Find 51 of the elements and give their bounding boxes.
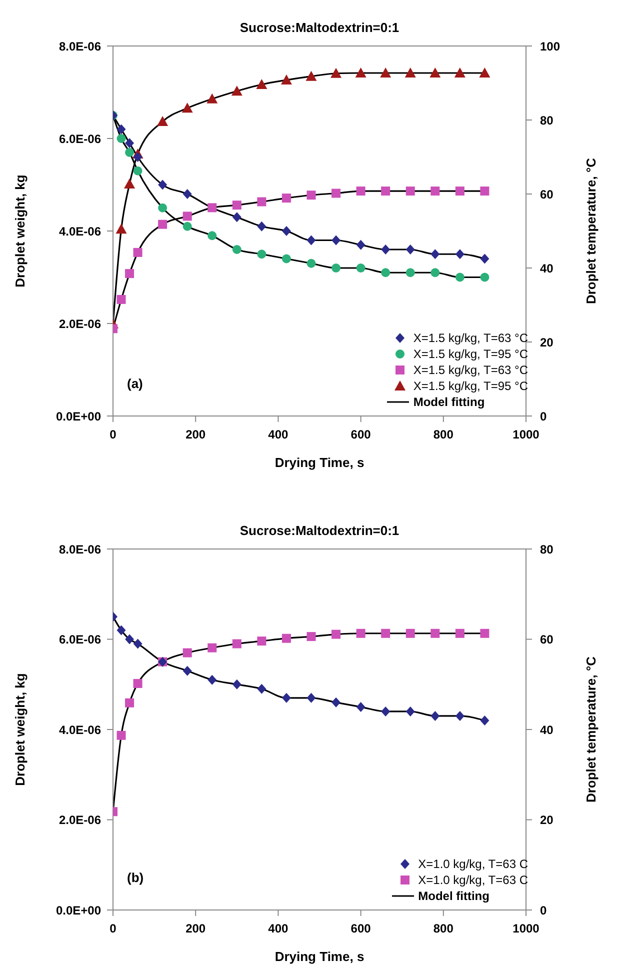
y2-tick-label: 60 xyxy=(540,632,554,647)
legend-label: Model fitting xyxy=(418,888,490,904)
y2-tick-label: 80 xyxy=(540,113,554,128)
y2-tick-label: 80 xyxy=(540,542,554,556)
y2-axis-title: Droplet temperature, °C xyxy=(584,157,599,304)
y-tick-label: 8.0E-06 xyxy=(58,39,102,54)
x-tick-label: 200 xyxy=(186,922,206,936)
y2-tick-label: 0 xyxy=(540,903,547,918)
y-tick-label: 4.0E-06 xyxy=(58,722,102,737)
y-tick-label: 4.0E-06 xyxy=(58,224,102,238)
y2-tick-label: 60 xyxy=(540,187,554,202)
y2-tick-label: 40 xyxy=(540,261,554,276)
y2-tick-label: 40 xyxy=(540,722,554,737)
y-tick-label: 6.0E-06 xyxy=(58,632,102,647)
y2-tick-label: 20 xyxy=(540,335,554,350)
x-tick-label: 0 xyxy=(110,428,117,442)
x-tick-label: 400 xyxy=(268,922,289,936)
y-tick-label: 2.0E-06 xyxy=(58,316,102,331)
annotation: (b) xyxy=(127,870,144,885)
y2-tick-label: 20 xyxy=(540,813,554,828)
x-tick-label: 1000 xyxy=(512,428,540,442)
legend-label: X=1.5 kg/kg, T=95 °C xyxy=(413,378,528,394)
x-tick-label: 800 xyxy=(433,922,454,936)
chart-title: Sucrose:Maltodextrin=0:1 xyxy=(238,20,400,35)
x-tick-label: 600 xyxy=(350,922,372,936)
x-tick-label: 400 xyxy=(268,428,289,442)
x-tick-label: 0 xyxy=(110,922,117,936)
y-tick-label: 0.0E+00 xyxy=(56,903,102,918)
legend-label: Model fitting xyxy=(413,394,485,410)
y-axis-title: Droplet weight, kg xyxy=(12,673,28,786)
y-tick-label: 6.0E-06 xyxy=(58,132,102,146)
legend-label: X=1.5 kg/kg, T=95 °C xyxy=(413,346,528,362)
legend-label: X=1.0 kg/kg, T=63 C xyxy=(418,872,528,888)
y-tick-label: 2.0E-06 xyxy=(58,813,102,828)
x-tick-label: 1000 xyxy=(512,922,540,936)
x-tick-label: 600 xyxy=(350,428,372,442)
legend-label: X=1.5 kg/kg, T=63 °C xyxy=(413,362,528,378)
x-axis-title: Drying Time, s xyxy=(274,949,364,964)
y2-axis-title: Droplet temperature, °C xyxy=(584,656,599,803)
y2-tick-label: 100 xyxy=(540,39,560,54)
annotation: (a) xyxy=(127,376,143,391)
legend-label: X=1.5 kg/kg, T=63 °C xyxy=(413,330,528,346)
x-axis-title: Drying Time, s xyxy=(274,455,364,470)
y-axis-title: Droplet weight, kg xyxy=(12,174,28,288)
y-tick-label: 0.0E+00 xyxy=(56,409,102,424)
y-tick-label: 8.0E-06 xyxy=(58,542,102,556)
chart-title: Sucrose:Maltodextrin=0:1 xyxy=(238,523,400,538)
y2-tick-label: 0 xyxy=(540,409,547,424)
x-tick-label: 200 xyxy=(186,428,206,442)
x-tick-label: 800 xyxy=(433,428,454,442)
legend-label: X=1.0 kg/kg, T=63 C xyxy=(418,856,528,872)
